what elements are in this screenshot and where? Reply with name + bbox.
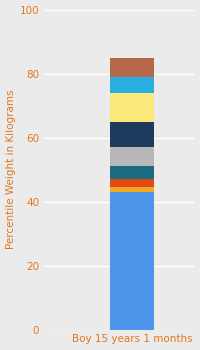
Bar xyxy=(110,77,154,93)
Bar xyxy=(110,192,154,330)
Bar xyxy=(110,187,154,192)
Bar xyxy=(110,93,154,121)
Y-axis label: Percentile Weight in Kilograms: Percentile Weight in Kilograms xyxy=(6,90,16,249)
Bar xyxy=(110,121,154,147)
Bar xyxy=(110,147,154,166)
Bar xyxy=(110,57,154,77)
Bar xyxy=(110,179,154,187)
Bar xyxy=(110,166,154,179)
